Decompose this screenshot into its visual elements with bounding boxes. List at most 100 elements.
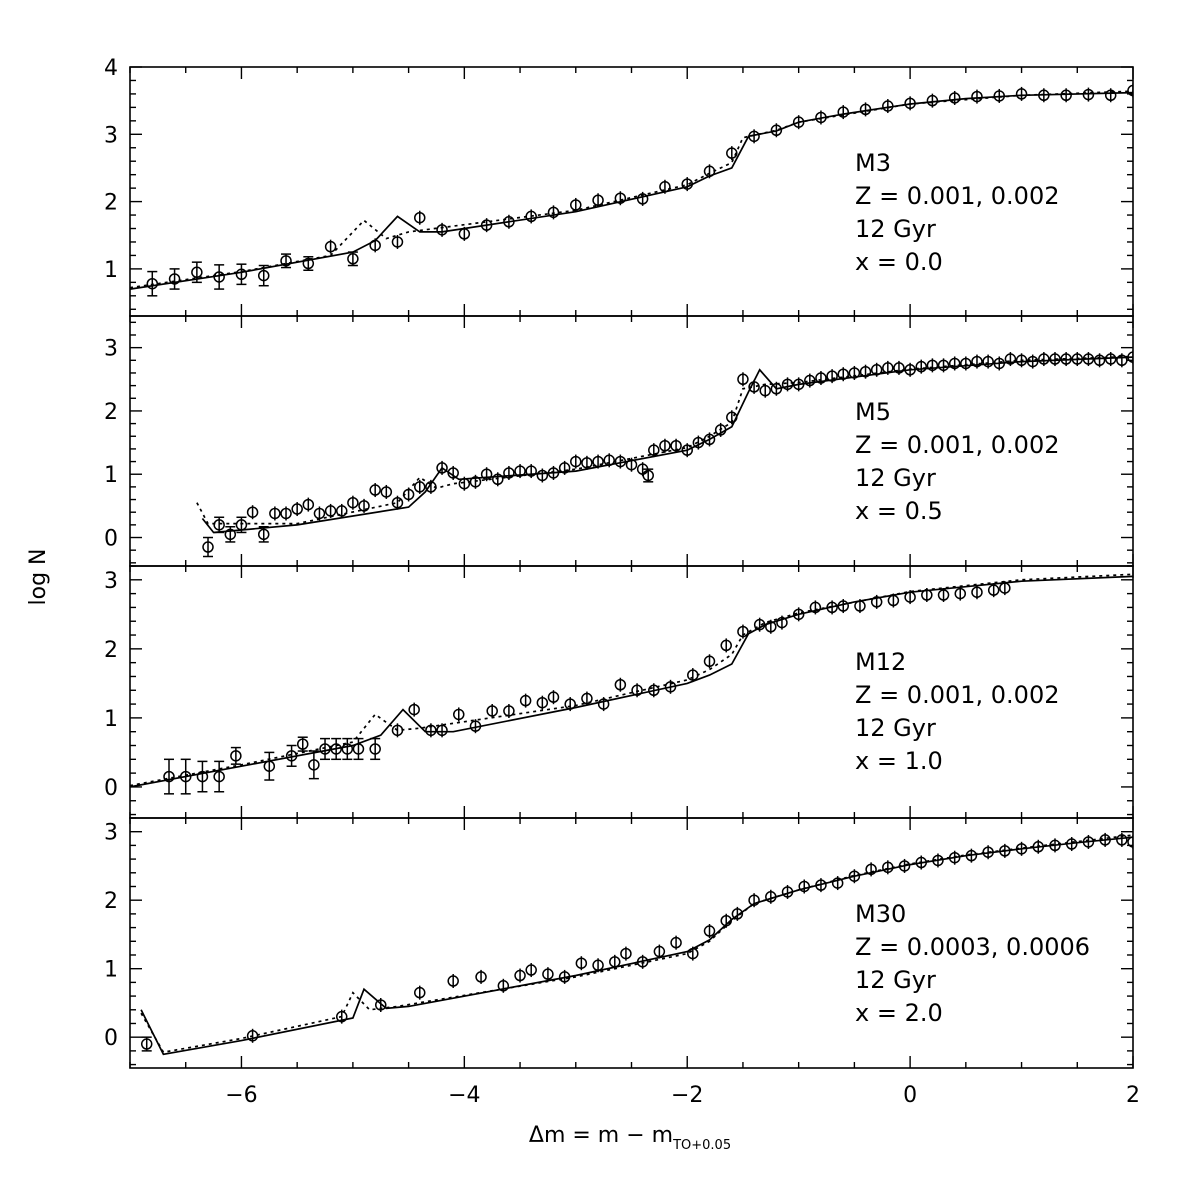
data-marker [1116,354,1128,367]
data-marker [609,956,621,968]
data-marker [781,378,794,391]
data-marker [870,596,883,608]
data-point [570,197,582,212]
data-marker [1093,354,1106,367]
data-point [904,362,916,377]
panel-annotation: x = 0.5 [855,497,943,525]
data-point [525,464,537,479]
data-point [960,356,972,371]
data-point [1060,352,1072,367]
data-point [737,624,749,639]
model-dotted-line [130,573,1133,787]
data-marker [882,362,894,374]
data-point [809,600,822,615]
data-point [480,467,493,482]
data-point [308,750,320,780]
data-marker [302,257,315,270]
data-marker [1049,839,1061,852]
data-marker [926,359,939,372]
data-point [542,967,554,982]
data-marker [196,770,209,783]
data-point [882,360,894,375]
data-marker [915,856,928,869]
data-marker [347,496,359,509]
data-marker [480,219,493,231]
data-marker [1004,353,1017,365]
data-point [486,703,498,718]
data-point [1071,352,1084,367]
data-point [1099,832,1111,847]
data-marker [308,759,320,771]
panel-annotation: M3 [855,149,891,177]
data-point [436,723,448,738]
data-marker [202,541,214,553]
data-point [296,736,309,752]
panel-annotation: x = 1.0 [855,747,943,775]
data-point [926,93,939,108]
data-point [965,848,978,863]
data-point [536,695,549,710]
data-marker [648,444,660,456]
data-point [659,438,671,453]
data-point [458,476,471,491]
data-marker [547,467,560,479]
data-point [525,963,537,978]
data-marker [882,100,894,112]
data-point [781,377,794,392]
data-point [837,599,849,614]
data-marker [257,528,270,541]
data-marker [503,216,515,228]
data-marker [592,959,604,972]
panel-annotation: 12 Gyr [855,464,936,492]
data-marker [748,381,760,393]
data-point [904,590,916,605]
data-point [202,536,214,558]
data-point [503,703,515,718]
data-point [1127,834,1133,849]
data-marker [1082,836,1095,848]
data-point [335,1009,348,1024]
data-point [603,453,615,468]
data-marker [865,863,877,876]
data-marker [453,708,465,721]
data-point [224,526,237,543]
data-point [230,746,242,765]
data-point [636,954,649,969]
data-point [1065,837,1078,852]
data-point [703,924,716,939]
panel-annotation: Z = 0.001, 0.002 [855,681,1059,709]
data-point [414,210,426,225]
data-marker [859,365,872,378]
data-marker [848,870,861,882]
data-point [792,115,805,130]
data-marker [993,90,1006,102]
data-point [770,381,783,396]
data-point [625,457,638,472]
data-marker [230,750,242,762]
data-point [436,460,448,475]
y-tick-label: 0 [104,527,118,552]
data-point [280,506,292,521]
data-marker [581,457,593,469]
data-marker [770,124,783,137]
panel-plot-area [130,573,1133,795]
data-point [987,583,1000,598]
data-marker [954,587,967,600]
data-marker [670,439,682,452]
data-marker [659,181,671,193]
data-point [469,474,482,489]
data-marker [525,465,537,477]
panel-m3: 1 2 3 4 M3 Z = 0.001, 0.002 12 Gyr x = 0.0 [104,56,1134,317]
y-tick-label: 2 [104,889,118,914]
data-marker [753,618,766,631]
data-marker [798,880,810,893]
data-marker [815,111,827,124]
data-point [865,862,877,877]
data-marker [575,957,588,969]
data-point [425,723,437,738]
data-point [703,654,716,669]
panel-m5: 0 1 2 3 M5 Z = 0.001, 0.002 12 Gyr x = 0.5 [104,315,1134,567]
data-point [887,593,900,608]
panel-plot-area [140,832,1133,1056]
y-tick-label: 2 [104,191,118,216]
